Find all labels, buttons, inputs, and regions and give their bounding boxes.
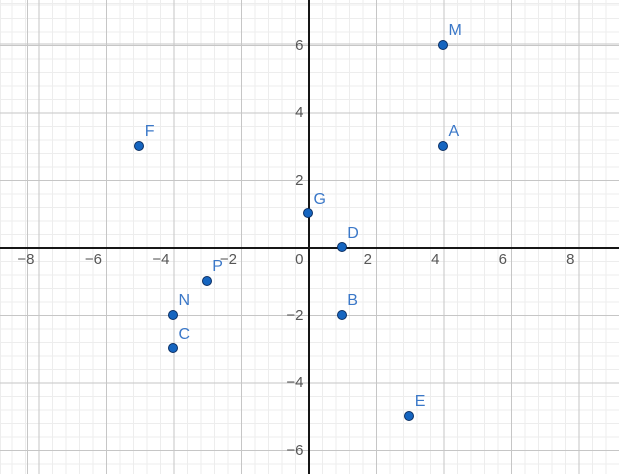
point-label-D: D bbox=[347, 224, 359, 242]
y-axis bbox=[308, 0, 310, 474]
point-P[interactable] bbox=[201, 275, 212, 286]
point-label-C: C bbox=[178, 325, 191, 343]
y-axis-tick-label: 2 bbox=[295, 171, 304, 189]
x-axis-tick-label: −2 bbox=[219, 251, 237, 268]
y-axis-tick-label: 6 bbox=[295, 36, 304, 54]
y-axis-tick-label: 4 bbox=[295, 104, 304, 121]
point-N[interactable] bbox=[168, 309, 178, 320]
point-label-F: F bbox=[144, 123, 155, 141]
point-label-P: P bbox=[212, 258, 223, 276]
point-B[interactable] bbox=[336, 309, 347, 320]
point-D[interactable] bbox=[336, 242, 347, 252]
x-axis-tick-label: −6 bbox=[84, 251, 102, 268]
point-label-G: G bbox=[313, 190, 326, 208]
point-label-M: M bbox=[448, 22, 462, 39]
x-axis-tick-label: 2 bbox=[363, 251, 372, 268]
point-E[interactable] bbox=[404, 410, 415, 421]
point-C[interactable] bbox=[168, 343, 178, 354]
x-axis-tick-label: 8 bbox=[566, 251, 575, 268]
point-F[interactable] bbox=[134, 140, 145, 151]
x-axis-tick-label: 0 bbox=[295, 251, 304, 268]
x-axis-tick-label: 6 bbox=[498, 251, 507, 268]
y-axis-tick-label: −2 bbox=[286, 306, 304, 324]
y-axis-tick-label: −6 bbox=[286, 441, 304, 459]
point-M[interactable] bbox=[438, 39, 448, 50]
point-A[interactable] bbox=[438, 140, 448, 151]
point-label-E: E bbox=[414, 393, 426, 411]
x-axis-tick-label: −8 bbox=[17, 251, 35, 268]
x-axis-tick-label: 4 bbox=[431, 251, 440, 268]
point-label-A: A bbox=[448, 123, 460, 141]
y-axis-tick-label: −4 bbox=[286, 374, 304, 391]
point-label-B: B bbox=[347, 292, 358, 309]
point-G[interactable] bbox=[303, 208, 313, 219]
point-label-N: N bbox=[178, 292, 191, 309]
x-axis-tick-label: −4 bbox=[152, 251, 170, 268]
